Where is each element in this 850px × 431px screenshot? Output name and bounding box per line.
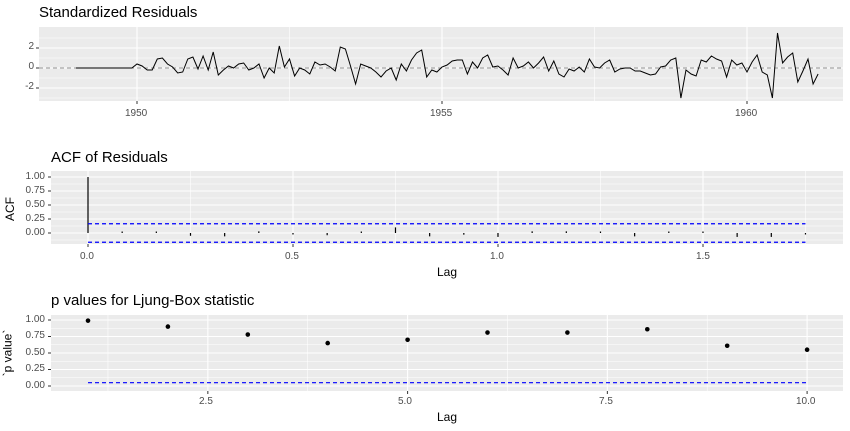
ljung-ytick: 0.25 xyxy=(25,363,45,374)
acf-xtick: 1.0 xyxy=(490,251,504,262)
acf-title: ACF of Residuals xyxy=(51,149,168,166)
ljung-ytick: 0.00 xyxy=(25,380,45,391)
residuals-title: Standardized Residuals xyxy=(39,4,198,21)
pvalue-point xyxy=(245,332,251,337)
ljung-xlabel: Lag xyxy=(437,410,458,424)
pvalue-point xyxy=(804,347,810,353)
pvalue-point xyxy=(325,340,331,346)
ljung-title: p values for Ljung-Box statistic xyxy=(51,292,255,309)
residuals-xtick: 1955 xyxy=(430,108,453,119)
acf-ytick: 0.25 xyxy=(25,213,45,224)
residuals-ytick: 2 xyxy=(28,41,34,52)
acf-ytick: 1.00 xyxy=(25,171,45,182)
acf-ytick: 0.00 xyxy=(25,227,45,238)
pvalue-point xyxy=(724,343,730,349)
ljung-xtick: 7.5 xyxy=(599,396,613,407)
ljung-xtick: 2.5 xyxy=(199,396,213,407)
residuals-ytick: 0 xyxy=(28,61,34,72)
ljung-ytick: 0.75 xyxy=(25,330,45,341)
acf-xtick: 0.0 xyxy=(80,251,94,262)
pvalue-point xyxy=(645,326,650,332)
residuals-ytick: -2 xyxy=(25,81,34,92)
pvalue-point xyxy=(405,337,410,343)
residuals-line xyxy=(76,32,819,99)
ljung-ytick: 0.50 xyxy=(25,347,45,358)
pvalue-point xyxy=(485,330,490,335)
acf-xtick: 1.5 xyxy=(696,251,710,262)
residuals-xtick: 1960 xyxy=(735,108,758,119)
ljung-xtick: 10.0 xyxy=(796,396,816,407)
residuals-panel xyxy=(39,27,843,101)
acf-ytick: 0.50 xyxy=(25,199,45,210)
acf-panel xyxy=(51,171,843,244)
acf-ytick: 0.75 xyxy=(25,185,45,196)
acf-xlabel: Lag xyxy=(437,265,458,279)
ljung-xtick: 5.0 xyxy=(398,396,412,407)
acf-xtick: 0.5 xyxy=(285,251,299,262)
pvalue-point xyxy=(565,330,570,335)
pvalue-point xyxy=(85,318,91,323)
residuals-xtick: 1950 xyxy=(125,108,148,119)
ljung-ytick: 1.00 xyxy=(25,314,45,325)
pvalue-point xyxy=(165,324,171,329)
